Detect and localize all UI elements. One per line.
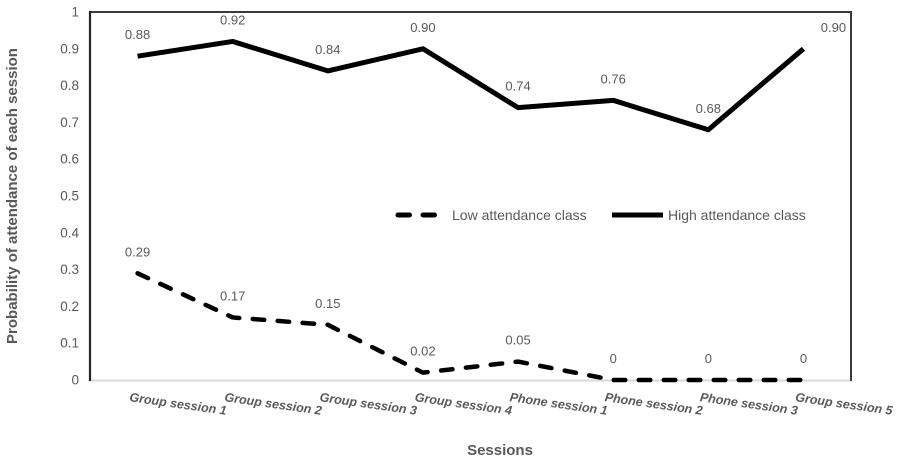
data-label: 0.84	[315, 42, 340, 57]
y-tick-label: 0.2	[60, 299, 79, 314]
y-tick-label: 0	[71, 373, 79, 388]
data-label: 0.88	[125, 27, 150, 42]
x-category-label: Phone session 1	[509, 390, 609, 418]
y-tick-label: 0.6	[60, 152, 79, 167]
y-tick-label: 0.3	[60, 262, 79, 277]
legend-item-low: Low attendance class	[395, 207, 587, 223]
y-axis-title: Probability of attendance of each sessio…	[4, 48, 21, 344]
series-line-high	[137, 38, 806, 133]
x-axis-title: Sessions	[467, 442, 533, 459]
x-category-label: Group session 4	[414, 390, 513, 418]
data-label: 0.02	[410, 344, 435, 359]
x-category-label: Phone session 2	[604, 390, 704, 418]
data-label: 0.90	[821, 20, 846, 35]
data-label: 0.68	[696, 101, 721, 116]
x-category-label: Group session 2	[224, 390, 323, 418]
data-label: 0	[800, 351, 807, 366]
legend-item-high: High attendance class	[612, 207, 806, 223]
y-tick-label: 0.1	[60, 336, 79, 351]
data-label: 0.15	[315, 296, 340, 311]
data-label: 0.90	[410, 20, 435, 35]
legend-label-low: Low attendance class	[452, 207, 587, 223]
series-line-low	[135, 271, 806, 383]
data-label: 0.74	[505, 79, 530, 94]
data-label: 0.05	[505, 333, 530, 348]
data-label: 0.76	[601, 71, 626, 86]
data-label: 0.92	[220, 12, 245, 27]
y-tick-label: 0.8	[60, 78, 79, 93]
y-tick-label: 0.7	[60, 115, 79, 130]
legend-label-high: High attendance class	[668, 207, 806, 223]
y-tick-label: 1	[71, 5, 79, 20]
data-label: 0.29	[125, 244, 150, 259]
x-category-label: Phone session 3	[699, 390, 799, 418]
data-label: 0	[610, 351, 617, 366]
data-label: 0.17	[220, 288, 245, 303]
y-tick-label: 0.4	[60, 225, 79, 240]
y-tick-label: 0.5	[60, 189, 79, 204]
legend: Low attendance class High attendance cla…	[395, 207, 806, 223]
data-label: 0	[705, 351, 712, 366]
y-tick-label: 0.9	[60, 41, 79, 56]
x-category-label: Group session 5	[795, 390, 895, 418]
x-category-label: Group session 1	[129, 390, 228, 418]
x-category-label: Group session 3	[319, 390, 418, 418]
